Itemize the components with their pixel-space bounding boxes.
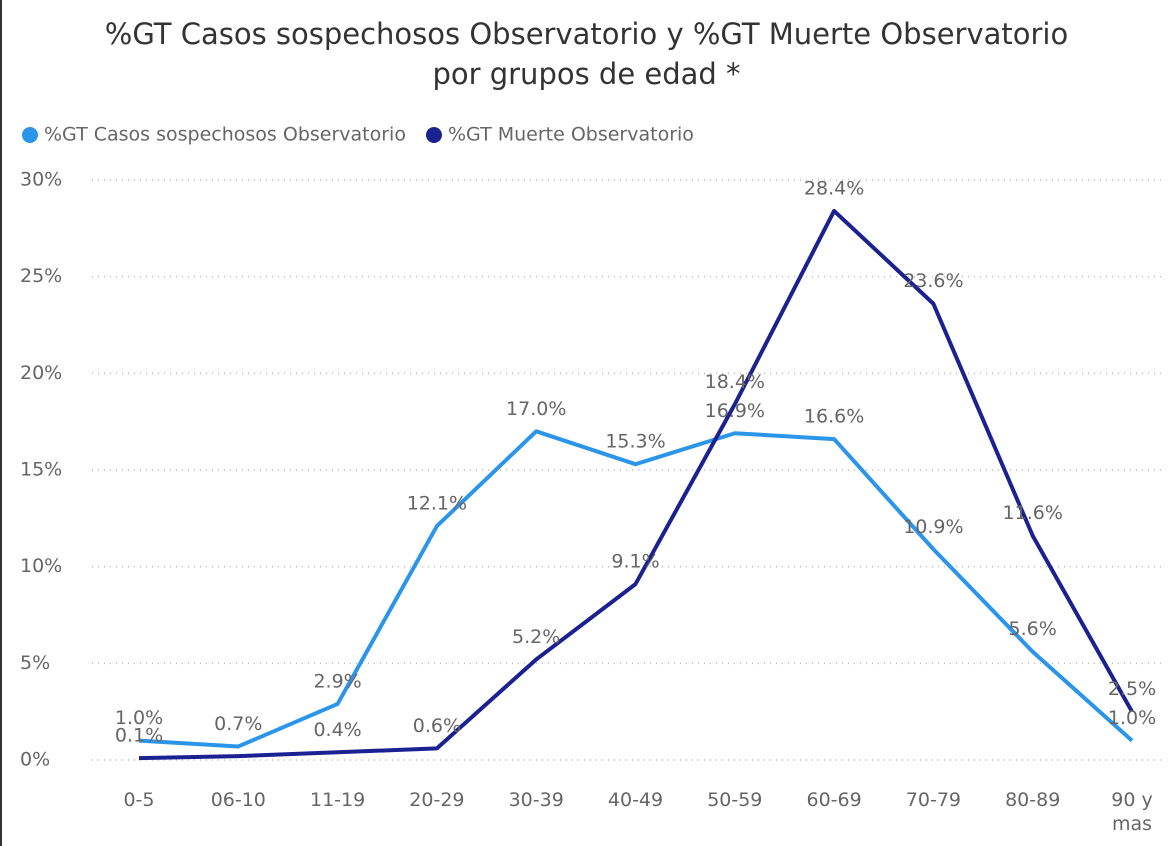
y-tick-label: 30% bbox=[20, 169, 62, 191]
data-label: 0.7% bbox=[214, 713, 262, 735]
x-tick-label: 0-5 bbox=[123, 789, 155, 811]
data-label: 0.4% bbox=[313, 719, 361, 741]
data-label: 18.4% bbox=[705, 371, 765, 393]
data-label: 16.9% bbox=[705, 400, 765, 422]
data-label: 17.0% bbox=[506, 398, 566, 420]
legend-marker bbox=[425, 127, 442, 143]
data-label: 9.1% bbox=[611, 551, 659, 573]
x-tick-label: 80-89 bbox=[1005, 789, 1061, 811]
x-tick-label: 20-29 bbox=[409, 789, 465, 811]
x-tick-label: 11-19 bbox=[309, 789, 366, 811]
x-tick-label: 70-79 bbox=[905, 789, 961, 811]
data-label: 1.0% bbox=[115, 707, 163, 729]
data-label: 12.1% bbox=[407, 493, 467, 515]
x-tick-label: 90 y mas bbox=[1111, 789, 1153, 835]
data-label: 2.5% bbox=[1108, 678, 1156, 700]
x-tick-label: 30-39 bbox=[508, 789, 564, 811]
chart-title: %GT Casos sospechosos Observatorio y %GT… bbox=[104, 17, 1069, 91]
data-label: 5.6% bbox=[1009, 618, 1057, 640]
data-label: 28.4% bbox=[804, 177, 864, 199]
y-tick-label: 15% bbox=[20, 459, 62, 481]
y-tick-label: 10% bbox=[20, 555, 62, 577]
data-label: 1.0% bbox=[1108, 707, 1156, 729]
y-tick-label: 25% bbox=[20, 265, 62, 287]
legend-marker bbox=[22, 127, 38, 143]
series-line bbox=[138, 208, 1134, 761]
data-label: 15.3% bbox=[605, 431, 665, 453]
data-label: 16.6% bbox=[804, 406, 864, 428]
data-label: 11.6% bbox=[1003, 502, 1063, 524]
x-tick-label: 06-10 bbox=[210, 789, 266, 811]
data-label: 5.2% bbox=[512, 626, 560, 648]
data-label: 10.9% bbox=[903, 516, 963, 538]
data-label: 2.9% bbox=[313, 670, 361, 692]
legend-label: %GT Casos sospechosos Observatorio bbox=[44, 124, 406, 146]
y-tick-label: 0% bbox=[20, 749, 50, 771]
x-tick-label: 40-49 bbox=[607, 789, 664, 811]
data-label: 0.1% bbox=[115, 725, 163, 747]
y-tick-label: 5% bbox=[20, 652, 50, 674]
data-label: 0.6% bbox=[413, 715, 461, 737]
x-tick-label: 60-69 bbox=[806, 789, 862, 811]
legend-label: %GT Muerte Observatorio bbox=[448, 124, 694, 146]
x-tick-label: 50-59 bbox=[707, 789, 763, 811]
y-tick-label: 20% bbox=[20, 362, 62, 384]
data-label: 23.6% bbox=[903, 270, 963, 292]
series-line bbox=[138, 429, 1134, 749]
